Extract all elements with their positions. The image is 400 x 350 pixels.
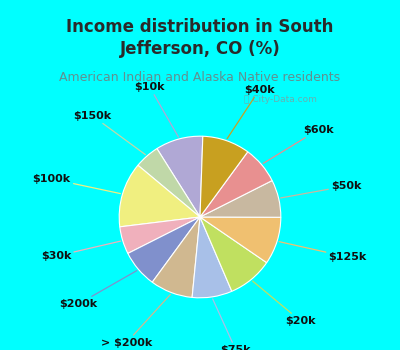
Wedge shape (192, 217, 232, 298)
Text: $150k: $150k (73, 111, 146, 155)
Text: $30k: $30k (41, 241, 121, 261)
Wedge shape (119, 165, 200, 227)
Wedge shape (120, 217, 200, 253)
Text: $50k: $50k (281, 181, 362, 198)
Text: $200k: $200k (59, 271, 137, 309)
Wedge shape (200, 152, 272, 217)
Text: > $200k: > $200k (101, 294, 170, 348)
Text: ⓘ City-Data.com: ⓘ City-Data.com (244, 95, 317, 104)
Wedge shape (152, 217, 200, 298)
Wedge shape (128, 217, 200, 282)
Text: $10k: $10k (134, 82, 178, 137)
Wedge shape (200, 217, 281, 262)
Text: $20k: $20k (253, 281, 316, 326)
Wedge shape (200, 136, 248, 217)
Text: Income distribution in South
Jefferson, CO (%): Income distribution in South Jefferson, … (66, 18, 334, 58)
Wedge shape (200, 181, 281, 217)
Text: $125k: $125k (279, 241, 367, 262)
Text: $75k: $75k (213, 299, 251, 350)
Text: $60k: $60k (263, 125, 333, 163)
Wedge shape (157, 136, 203, 217)
Wedge shape (200, 217, 267, 291)
Text: $40k: $40k (227, 85, 275, 139)
Wedge shape (138, 149, 200, 217)
Text: $100k: $100k (33, 174, 120, 194)
Text: American Indian and Alaska Native residents: American Indian and Alaska Native reside… (60, 71, 340, 84)
